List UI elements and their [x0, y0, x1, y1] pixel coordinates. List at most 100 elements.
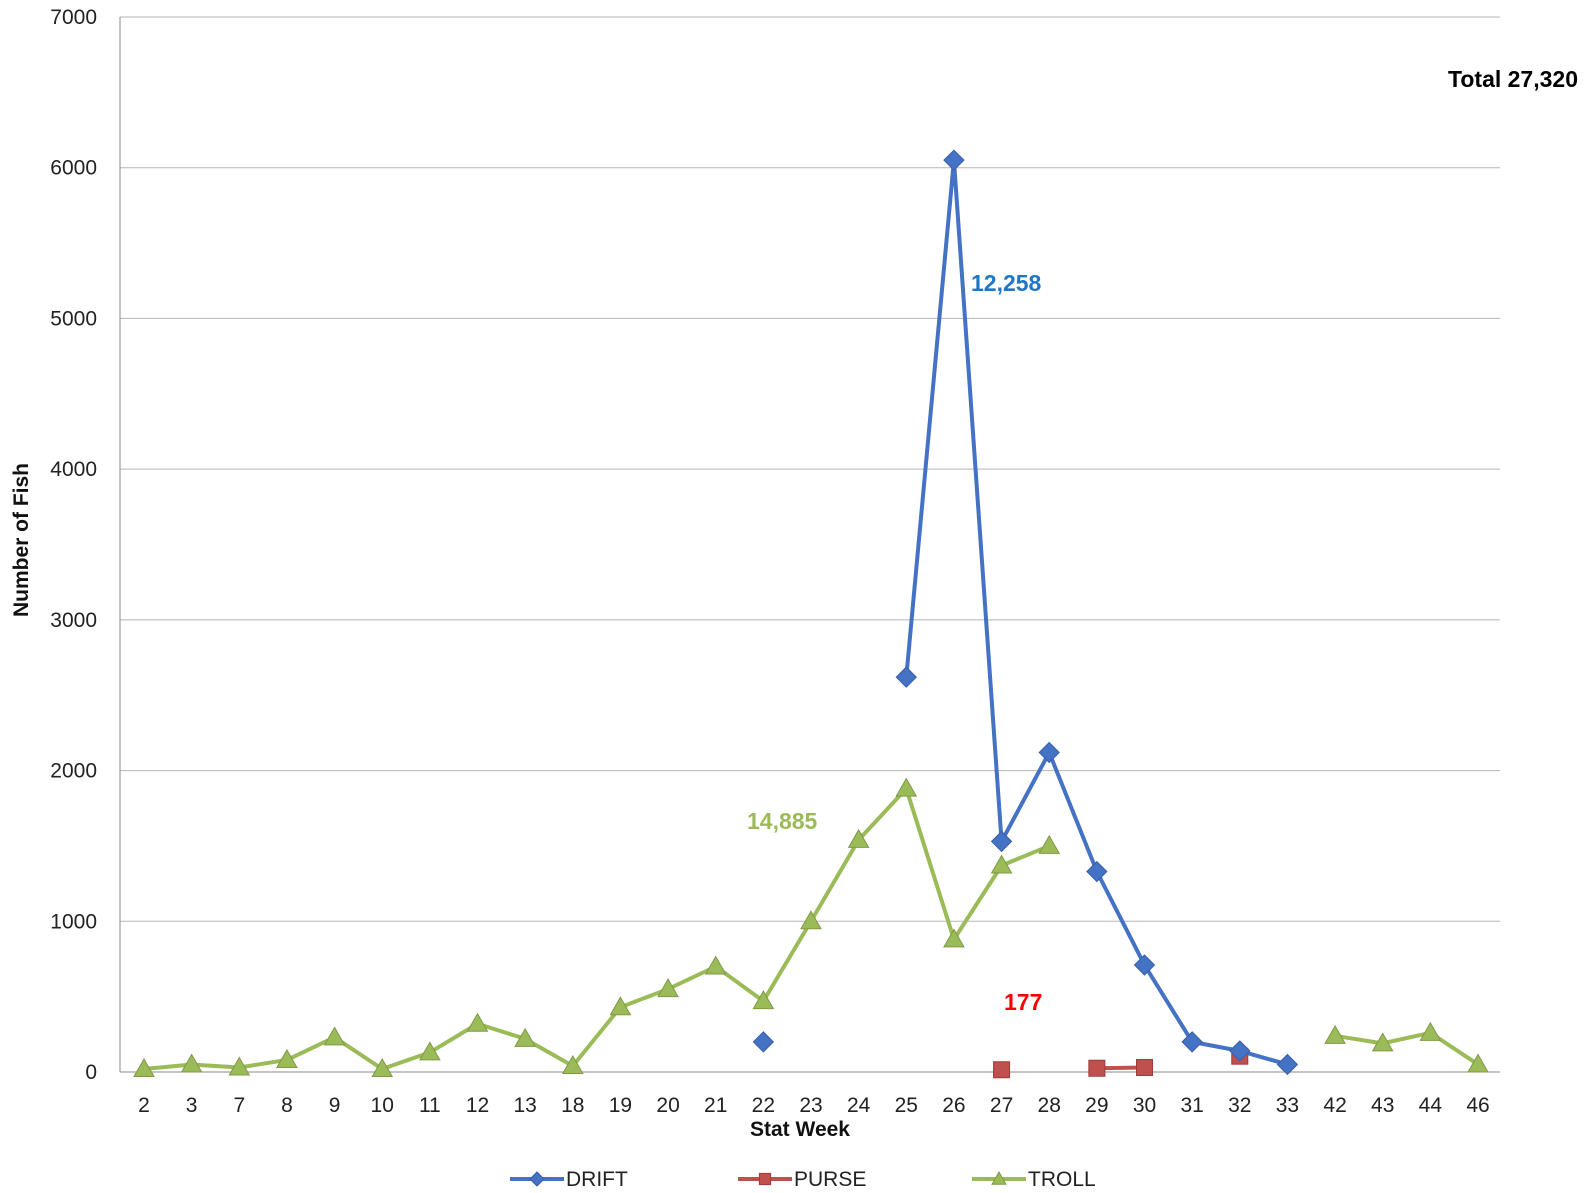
x-tick-label: 20 [656, 1094, 679, 1117]
data-point-purse [1136, 1058, 1153, 1076]
x-tick-label: 33 [1276, 1094, 1299, 1117]
x-tick-label: 12 [466, 1094, 489, 1117]
data-point-troll [800, 910, 822, 930]
gridlines [119, 16, 1500, 1073]
series-troll [133, 777, 1489, 1077]
data-point-troll [561, 1054, 584, 1074]
data-point-troll [1467, 1053, 1489, 1073]
x-tick-label: 30 [1133, 1094, 1156, 1117]
data-point-troll [943, 928, 965, 948]
data-point-troll [133, 1057, 155, 1077]
x-tick-label: 25 [895, 1094, 918, 1117]
series-line-troll [143, 786, 1050, 1071]
y-tick-label: 7000 [50, 6, 97, 29]
x-tick-label: 32 [1228, 1094, 1251, 1117]
data-point-purse [993, 1061, 1011, 1079]
x-tick-label: 2 [138, 1094, 150, 1117]
data-point-troll [1324, 1024, 1346, 1044]
x-tick-label: 44 [1419, 1094, 1443, 1117]
legend: DRIFT PURSE TROLL [510, 1168, 1096, 1191]
data-point-drift [943, 149, 965, 171]
x-tick-label: 46 [1466, 1094, 1489, 1117]
data-point-drift [1086, 860, 1108, 883]
x-tick-label: 13 [513, 1094, 536, 1117]
x-tick-label: 31 [1180, 1094, 1203, 1117]
data-point-troll [990, 854, 1013, 874]
data-point-troll [1419, 1021, 1442, 1041]
y-tick-label: 6000 [50, 157, 97, 180]
x-tick-label: 21 [704, 1094, 727, 1117]
data-point-drift [1276, 1053, 1299, 1076]
data-point-purse [1088, 1059, 1106, 1077]
series-purse [993, 1047, 1249, 1079]
data-point-troll [657, 978, 679, 998]
x-tick-label: 24 [847, 1094, 871, 1117]
data-point-drift [1181, 1031, 1203, 1053]
y-tick-label: 3000 [50, 609, 97, 632]
x-tick-label: 43 [1371, 1094, 1394, 1117]
data-point-troll [514, 1027, 537, 1047]
data-point-troll [371, 1057, 394, 1077]
data-point-troll [704, 955, 727, 975]
y-tick-label: 0 [85, 1061, 97, 1084]
drift-total-annotation: 12,258 [971, 270, 1042, 296]
x-tick-label: 22 [752, 1094, 775, 1117]
x-tick-label: 29 [1085, 1094, 1108, 1117]
legend-label: DRIFT [566, 1168, 628, 1191]
x-tick-label: 26 [942, 1094, 965, 1117]
data-point-troll [276, 1048, 298, 1068]
legend-label: PURSE [794, 1168, 866, 1191]
y-tick-label: 5000 [50, 307, 97, 330]
data-point-drift [1229, 1040, 1251, 1062]
data-point-troll [1371, 1032, 1394, 1052]
x-axis-title: Stat Week [750, 1118, 850, 1141]
x-tick-label: 18 [561, 1094, 584, 1117]
legend-item-drift: DRIFT [510, 1168, 628, 1191]
data-point-troll [466, 1012, 489, 1032]
series-layer [133, 149, 1489, 1079]
data-point-troll [418, 1041, 441, 1061]
data-point-troll [609, 996, 632, 1016]
y-tick-label: 1000 [50, 910, 97, 933]
data-point-drift [529, 1171, 545, 1187]
data-point-drift [1133, 954, 1156, 976]
y-axis-title: Number of Fish [10, 463, 33, 617]
x-tick-label: 19 [609, 1094, 632, 1117]
series-line-troll [1334, 1030, 1480, 1067]
data-point-troll [752, 990, 775, 1010]
y-axis-ticks: 0 1000 2000 3000 4000 5000 6000 7000 [50, 6, 97, 1084]
y-tick-label: 4000 [50, 458, 97, 481]
data-point-troll [847, 828, 870, 848]
data-point-troll [323, 1026, 346, 1046]
x-tick-label: 10 [371, 1094, 394, 1117]
x-tick-label: 7 [233, 1094, 245, 1117]
data-point-purse [758, 1172, 772, 1186]
x-axis-ticks: 2 3 7 8 9 10 11 12 13 18 19 20 21 22 23 24 25 26 27 28 29 30 3… [138, 1094, 1490, 1117]
x-tick-label: 8 [281, 1094, 293, 1117]
series-drift [752, 149, 1299, 1076]
legend-label: TROLL [1028, 1168, 1096, 1191]
troll-total-annotation: 14,885 [747, 808, 818, 834]
data-point-troll [991, 1170, 1007, 1185]
x-tick-label: 9 [329, 1094, 341, 1117]
data-point-drift [1038, 741, 1060, 764]
x-tick-label: 27 [990, 1094, 1013, 1117]
data-point-troll [895, 777, 918, 797]
data-point-troll [228, 1056, 251, 1076]
data-point-drift [752, 1031, 775, 1053]
x-tick-label: 23 [799, 1094, 822, 1117]
data-point-drift [895, 666, 917, 688]
x-tick-label: 28 [1038, 1094, 1061, 1117]
x-tick-label: 3 [186, 1094, 198, 1117]
legend-item-purse: PURSE [738, 1168, 866, 1191]
y-tick-label: 2000 [50, 760, 97, 783]
total-annotation: Total 27,320 [1448, 66, 1578, 92]
data-point-troll [180, 1053, 203, 1073]
x-tick-label: 42 [1323, 1094, 1346, 1117]
data-point-troll [1038, 834, 1061, 854]
data-point-drift [990, 830, 1013, 853]
x-tick-label: 11 [419, 1094, 441, 1117]
purse-total-annotation: 177 [1004, 989, 1042, 1015]
